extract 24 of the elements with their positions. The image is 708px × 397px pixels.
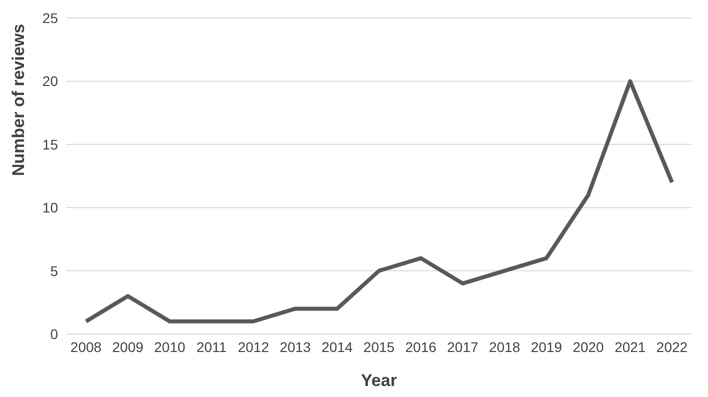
x-axis-title: Year <box>361 371 398 390</box>
x-tick-label: 2013 <box>280 338 312 355</box>
x-tick-label: 2019 <box>530 338 562 355</box>
y-tick-label: 20 <box>42 73 58 90</box>
x-tick-label: 2009 <box>112 338 144 355</box>
x-tick-label: 2018 <box>488 338 520 355</box>
x-tick-label: 2011 <box>196 338 227 355</box>
x-tick-label: 2014 <box>322 338 353 355</box>
y-tick-label: 25 <box>42 10 58 26</box>
x-tick-label: 2017 <box>447 338 478 355</box>
x-tick-label: 2020 <box>572 338 604 355</box>
y-axis-title: Number of reviews <box>9 24 28 176</box>
y-tick-label: 0 <box>50 326 58 342</box>
y-tick-label: 5 <box>50 262 58 279</box>
x-tick-label: 2015 <box>363 338 395 355</box>
x-tick-label: 2016 <box>405 338 437 355</box>
y-tick-label: 10 <box>42 200 58 216</box>
x-tick-label: 2021 <box>614 338 646 355</box>
y-tick-label: 15 <box>42 136 58 152</box>
x-tick-label: 2012 <box>238 338 270 355</box>
x-tick-label: 2008 <box>70 338 102 355</box>
x-tick-label: 2022 <box>656 338 688 355</box>
x-tick-label: 2010 <box>154 338 186 355</box>
line-series <box>84 79 674 324</box>
